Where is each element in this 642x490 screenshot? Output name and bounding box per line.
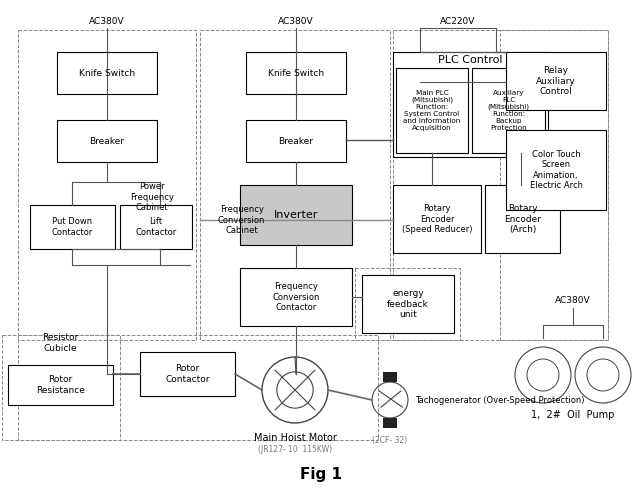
Text: Power
Frequency
Cabinet: Power Frequency Cabinet	[130, 182, 174, 212]
Text: 1,  2#  Oil  Pump: 1, 2# Oil Pump	[532, 410, 614, 420]
Text: Rotor
Resistance: Rotor Resistance	[36, 375, 85, 395]
Bar	[506, 52, 606, 110]
Bar	[500, 30, 608, 340]
Bar	[57, 120, 157, 162]
Bar	[2, 335, 120, 440]
Text: Knife Switch: Knife Switch	[268, 69, 324, 77]
Text: (JR127- 10  115KW): (JR127- 10 115KW)	[258, 444, 332, 454]
Bar	[240, 268, 352, 326]
Bar	[362, 275, 454, 333]
Bar	[506, 130, 606, 210]
Bar	[120, 205, 192, 249]
Text: Put Down
Contactor: Put Down Contactor	[52, 217, 93, 237]
Text: Tachogenerator (Over-Speed Protection): Tachogenerator (Over-Speed Protection)	[415, 395, 584, 405]
Bar	[57, 52, 157, 94]
Bar	[383, 418, 397, 428]
Bar	[396, 68, 468, 153]
Text: energy
feedback
unit: energy feedback unit	[387, 289, 429, 319]
Bar	[30, 205, 115, 249]
Text: AC380V: AC380V	[89, 18, 125, 26]
Text: Color Touch
Screen
Animation,
Electric Arch: Color Touch Screen Animation, Electric A…	[530, 150, 582, 190]
Text: Knife Switch: Knife Switch	[79, 69, 135, 77]
Text: Breaker: Breaker	[89, 137, 125, 146]
Bar	[240, 185, 352, 245]
Text: Lift
Contactor: Lift Contactor	[135, 217, 177, 237]
Bar	[393, 185, 481, 253]
Bar	[485, 185, 560, 253]
Bar	[140, 352, 235, 396]
Text: Fig 1: Fig 1	[300, 466, 342, 482]
Text: AC380V: AC380V	[555, 295, 591, 304]
Text: Frequency
Conversion
Cabinet: Frequency Conversion Cabinet	[218, 205, 265, 235]
Bar	[393, 30, 608, 340]
Bar	[18, 335, 378, 440]
Bar	[355, 268, 460, 340]
Text: PLC Control: PLC Control	[438, 55, 502, 65]
Bar	[200, 30, 390, 340]
Text: Rotary
Encoder
(Arch): Rotary Encoder (Arch)	[504, 204, 541, 234]
Text: Rotary
Encoder
(Speed Reducer): Rotary Encoder (Speed Reducer)	[402, 204, 473, 234]
Bar	[472, 68, 545, 153]
Text: Main Hoist Motor: Main Hoist Motor	[254, 433, 336, 443]
Bar	[18, 30, 196, 340]
Text: Frequency
Conversion
Contactor: Frequency Conversion Contactor	[272, 282, 320, 312]
Bar	[383, 372, 397, 382]
Text: Relay
Auxiliary
Control: Relay Auxiliary Control	[536, 66, 576, 96]
Text: Main PLC
(Mitsubishi)
Function:
System Control
and Information
Acquisition: Main PLC (Mitsubishi) Function: System C…	[403, 90, 460, 131]
Text: Resistor
Cubicle: Resistor Cubicle	[42, 333, 78, 353]
Text: Rotor
Contactor: Rotor Contactor	[165, 364, 210, 384]
Text: (2CF- 32): (2CF- 32)	[372, 436, 408, 444]
Text: Breaker: Breaker	[279, 137, 313, 146]
Bar	[8, 365, 113, 405]
Bar	[246, 52, 346, 94]
Text: AC220V: AC220V	[440, 18, 476, 26]
Bar	[393, 52, 548, 157]
Text: Auxiliary
PLC
(Mitsubishi)
Function:
Backup
Protection: Auxiliary PLC (Mitsubishi) Function: Bac…	[487, 90, 530, 131]
Bar	[246, 120, 346, 162]
Text: Inverter: Inverter	[273, 210, 318, 220]
Text: AC380V: AC380V	[278, 18, 314, 26]
